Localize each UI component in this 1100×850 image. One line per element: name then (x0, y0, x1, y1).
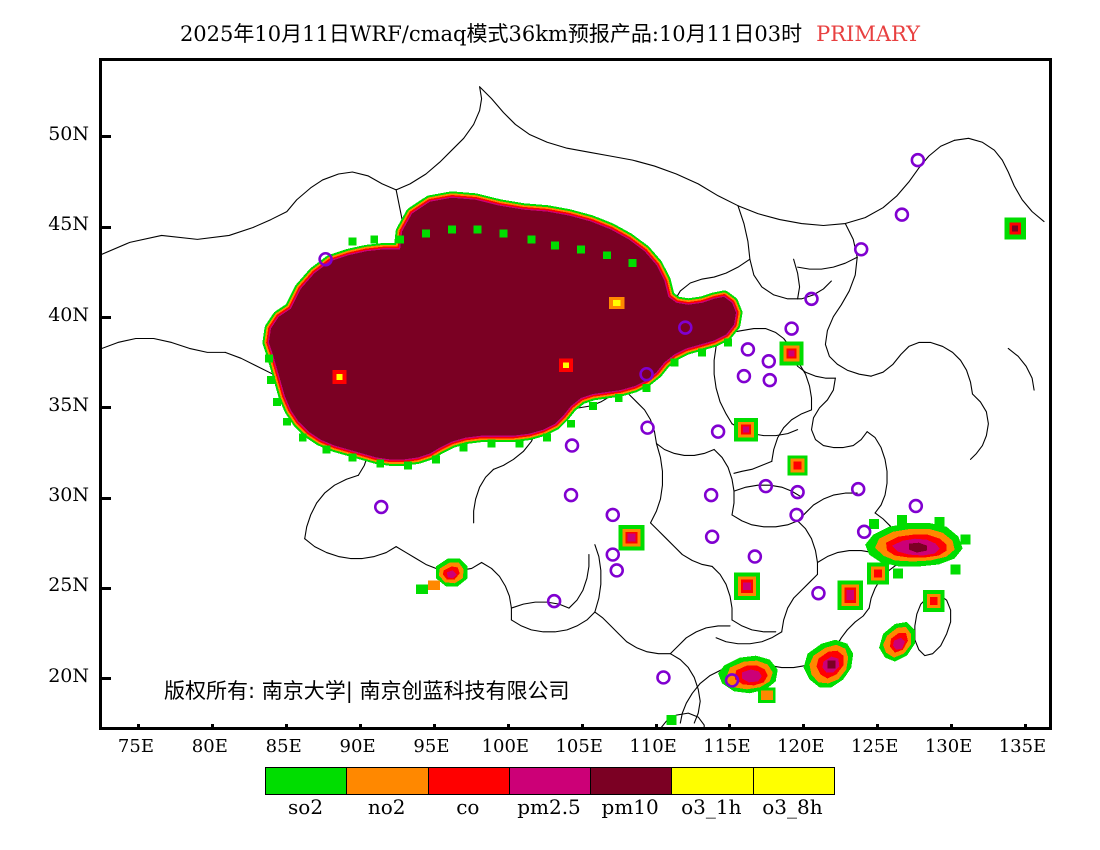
station-marker (710, 424, 726, 439)
station-marker (740, 342, 756, 357)
station-marker (605, 547, 621, 562)
y-tick-label: 30N (48, 484, 89, 507)
station-marker (747, 549, 763, 564)
legend-label-o38h: o3_8h (762, 795, 823, 819)
station-marker (790, 484, 805, 500)
station-marker (789, 507, 804, 523)
legend-swatch-o31h[interactable] (672, 768, 754, 794)
station-marker (850, 481, 866, 497)
station-markers-layer[interactable] (102, 61, 1049, 727)
x-tick-label: 75E (117, 736, 154, 757)
map-plot-area[interactable]: 版权所有: 南京大学| 南京创蓝科技有限公司 (99, 58, 1052, 730)
station-marker (640, 420, 655, 435)
station-marker (894, 207, 910, 222)
station-marker (762, 372, 778, 388)
legend-swatch-no2[interactable] (347, 768, 429, 794)
x-tick (137, 724, 141, 727)
station-marker (761, 354, 777, 369)
station-marker (910, 152, 926, 168)
legend-swatch-co[interactable] (428, 768, 510, 794)
station-marker (563, 487, 579, 503)
station-marker (704, 529, 720, 544)
legend-label-pm25: pm2.5 (517, 795, 581, 819)
station-marker (811, 585, 826, 601)
y-tick-label: 45N (48, 213, 89, 236)
pollutant-raster-layer (262, 191, 1027, 726)
station-marker (804, 291, 819, 307)
page-title: 2025年10月11日WRF/cmaq模式36km预报产品:10月11日03时 P… (0, 18, 1100, 48)
station-marker (546, 593, 562, 609)
legend-label-so2: so2 (288, 795, 324, 819)
x-tick-label: 105E (555, 736, 603, 757)
x-tick (950, 724, 954, 727)
station-marker (318, 251, 333, 267)
station-marker (758, 478, 774, 494)
legend-label-no2: no2 (367, 795, 406, 819)
legend-swatch-o38h[interactable] (753, 768, 834, 794)
y-tick-label: 20N (48, 664, 89, 687)
x-tick-label: 130E (924, 736, 973, 757)
x-tick (506, 724, 510, 727)
station-marker (605, 507, 621, 523)
x-tick-label: 135E (998, 736, 1047, 757)
legend-label-pm10: pm10 (601, 795, 659, 819)
station-marker (656, 670, 671, 685)
y-tick-label: 35N (48, 393, 89, 416)
y-tick (102, 316, 111, 320)
x-tick-label: 95E (413, 736, 450, 757)
station-marker (736, 368, 752, 384)
y-tick-label: 25N (48, 574, 89, 597)
legend-label-co: co (456, 795, 480, 819)
x-tick-label: 115E (703, 736, 751, 757)
y-tick-label: 50N (48, 122, 89, 145)
x-tick-label: 80E (191, 736, 228, 757)
station-marker (724, 673, 740, 688)
station-marker (853, 242, 869, 257)
x-tick-label: 100E (481, 736, 530, 757)
station-marker (373, 499, 389, 515)
title-main-text: 2025年10月11日WRF/cmaq模式36km预报产品:10月11日03时 (179, 22, 803, 46)
legend-swatch-pm10[interactable] (591, 768, 673, 794)
y-tick (102, 586, 111, 590)
legend-swatch-so2[interactable] (266, 768, 348, 794)
y-tick (102, 225, 111, 229)
x-tick-label: 125E (850, 736, 899, 757)
y-tick (102, 406, 111, 410)
x-tick (580, 724, 584, 727)
x-tick (432, 724, 436, 727)
station-marker (784, 321, 799, 336)
station-marker (639, 366, 654, 382)
x-tick-label: 120E (777, 736, 825, 757)
x-tick (211, 724, 215, 727)
x-tick (876, 724, 880, 727)
x-tick-label: 110E (629, 736, 677, 757)
x-tick (359, 724, 363, 727)
legend-colorbar[interactable] (265, 767, 835, 795)
x-tick (1023, 724, 1027, 727)
x-tick-label: 85E (265, 736, 302, 757)
y-tick (102, 496, 111, 500)
station-marker (908, 498, 924, 514)
y-tick-label: 40N (48, 303, 89, 326)
station-marker (609, 563, 624, 578)
legend-swatch-pm25[interactable] (509, 768, 592, 794)
station-marker (703, 487, 719, 503)
x-tick (654, 724, 658, 727)
station-marker (678, 320, 693, 335)
station-marker (856, 524, 872, 539)
x-tick (728, 724, 732, 727)
y-tick (102, 677, 111, 681)
legend-label-o31h: o3_1h (681, 795, 742, 819)
x-tick (802, 724, 806, 727)
copyright-watermark: 版权所有: 南京大学| 南京创蓝科技有限公司 (164, 679, 570, 703)
station-marker (564, 438, 580, 453)
y-tick (102, 135, 111, 139)
legend-labels: so2 no2 co pm2.5 pm10 o3_1h o3_8h (265, 794, 833, 820)
map-canvas: 版权所有: 南京大学| 南京创蓝科技有限公司 (102, 61, 1049, 727)
title-primary-badge: PRIMARY (816, 22, 921, 46)
x-tick (285, 724, 289, 727)
x-tick-label: 90E (339, 736, 376, 757)
